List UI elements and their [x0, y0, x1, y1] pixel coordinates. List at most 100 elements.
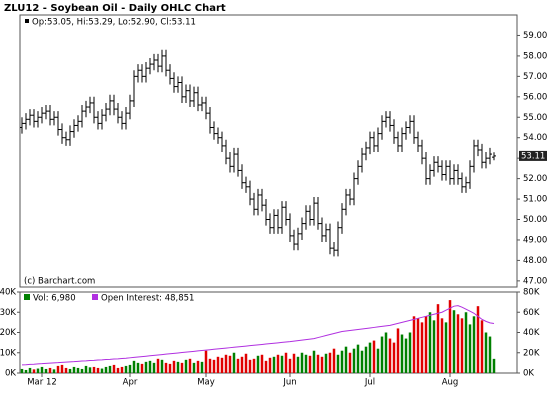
volume-bar: [108, 365, 112, 373]
volume-bar: [356, 344, 360, 373]
legend-label: Vol: 6,980: [33, 294, 76, 304]
volume-bar: [312, 350, 316, 373]
volume-bar: [52, 369, 56, 373]
volume-bar: [208, 358, 212, 373]
volume-bar: [244, 353, 248, 373]
y-tick-label: 54.00: [523, 133, 547, 143]
open-interest-line: [21, 305, 495, 366]
y-tick-label: 59.00: [523, 31, 547, 41]
volume-bar: [424, 316, 428, 373]
volume-bar: [308, 355, 312, 373]
volume-bar: [304, 354, 308, 373]
volume-bar: [248, 359, 252, 373]
volume-bar: [384, 332, 388, 373]
volume-bar: [192, 362, 196, 373]
volume-bar: [296, 356, 300, 373]
volume-bar: [372, 340, 376, 373]
volume-bar: [320, 356, 324, 373]
y2-tick-label: 40K: [523, 328, 540, 338]
last-price-tag: [519, 150, 547, 161]
volume-bar: [84, 365, 88, 373]
volume-bar: [168, 363, 172, 373]
volume-bar: [184, 359, 188, 373]
volume-bar: [36, 368, 40, 373]
volume-bar: [128, 364, 132, 373]
volume-bar: [44, 368, 48, 373]
legend-swatch: [92, 294, 98, 300]
y-tick-label: 51.00: [523, 195, 547, 205]
y2-tick-label: 80K: [523, 288, 540, 298]
volume-bar: [484, 332, 488, 373]
volume-bar: [464, 312, 468, 373]
volume-bar: [188, 358, 192, 373]
volume-bar: [200, 361, 204, 373]
y-tick-label: 0K: [5, 369, 16, 379]
volume-bar: [468, 324, 472, 373]
volume-bar: [196, 360, 200, 373]
y2-tick-label: 0K: [523, 369, 534, 379]
x-tick-label: Mar 12: [27, 378, 57, 388]
volume-bar: [40, 366, 44, 373]
y-tick-label: 50.00: [523, 215, 547, 225]
volume-bar: [68, 368, 72, 373]
y-tick-label: 10K: [0, 348, 16, 358]
volume-bar: [216, 356, 220, 373]
volume-bar: [24, 369, 28, 373]
volume-bar: [328, 352, 332, 373]
volume-bar: [56, 365, 60, 373]
volume-bar: [72, 366, 76, 373]
volume-bar: [176, 361, 180, 373]
volume-bar: [116, 367, 120, 373]
price-panel: [19, 14, 518, 288]
volume-bar: [60, 364, 64, 373]
volume-bar: [288, 358, 292, 373]
volume-bar: [212, 359, 216, 373]
volume-bar: [392, 342, 396, 373]
volume-bar: [440, 318, 444, 373]
y-tick-label: 40K: [0, 288, 16, 298]
volume-bar: [148, 360, 152, 373]
volume-bar: [332, 348, 336, 373]
volume-bar: [380, 336, 384, 373]
volume-bar: [112, 364, 116, 373]
y-tick-label: 56.00: [523, 92, 547, 102]
volume-bar: [348, 352, 352, 373]
volume-bar: [124, 365, 128, 373]
volume-bar: [448, 300, 452, 373]
volume-bar: [100, 368, 104, 373]
volume-bar: [376, 348, 380, 373]
volume-bar: [80, 368, 84, 373]
volume-bar: [336, 354, 340, 373]
volume-bar: [432, 320, 436, 373]
volume-bar: [428, 312, 432, 373]
ohlc-info: Op:53.05, Hi:53.29, Lo:52.90, Cl:53.11: [32, 18, 196, 28]
volume-bar: [164, 362, 168, 373]
volume-bar: [276, 354, 280, 373]
x-tick-label: Jun: [282, 378, 296, 388]
volume-bar: [340, 350, 344, 373]
volume-bar: [280, 355, 284, 373]
y-tick-label: 47.00: [523, 276, 547, 286]
volume-bar: [152, 362, 156, 373]
volume-bar: [264, 360, 268, 373]
volume-bar: [360, 350, 364, 373]
y2-tick-label: 60K: [523, 308, 540, 318]
volume-bar: [236, 358, 240, 373]
volume-bar: [252, 358, 256, 373]
volume-bar: [324, 353, 328, 373]
y-tick-label: 57.00: [523, 72, 547, 82]
volume-bar: [352, 348, 356, 373]
volume-bar: [420, 322, 424, 373]
y-tick-label: 30K: [0, 308, 16, 318]
y-tick-label: 52.00: [523, 174, 547, 184]
volume-bar: [120, 366, 124, 373]
volume-bar: [240, 356, 244, 373]
chart-title: ZLU12 - Soybean Oil - Daily OHLC Chart: [4, 3, 226, 14]
volume-bar: [416, 318, 420, 373]
volume-bar: [268, 357, 272, 373]
volume-bar: [48, 367, 52, 373]
volume-bar: [64, 367, 68, 373]
volume-bar: [292, 353, 296, 373]
volume-bar: [260, 354, 264, 373]
source: (c) Barchart.com: [24, 277, 95, 287]
